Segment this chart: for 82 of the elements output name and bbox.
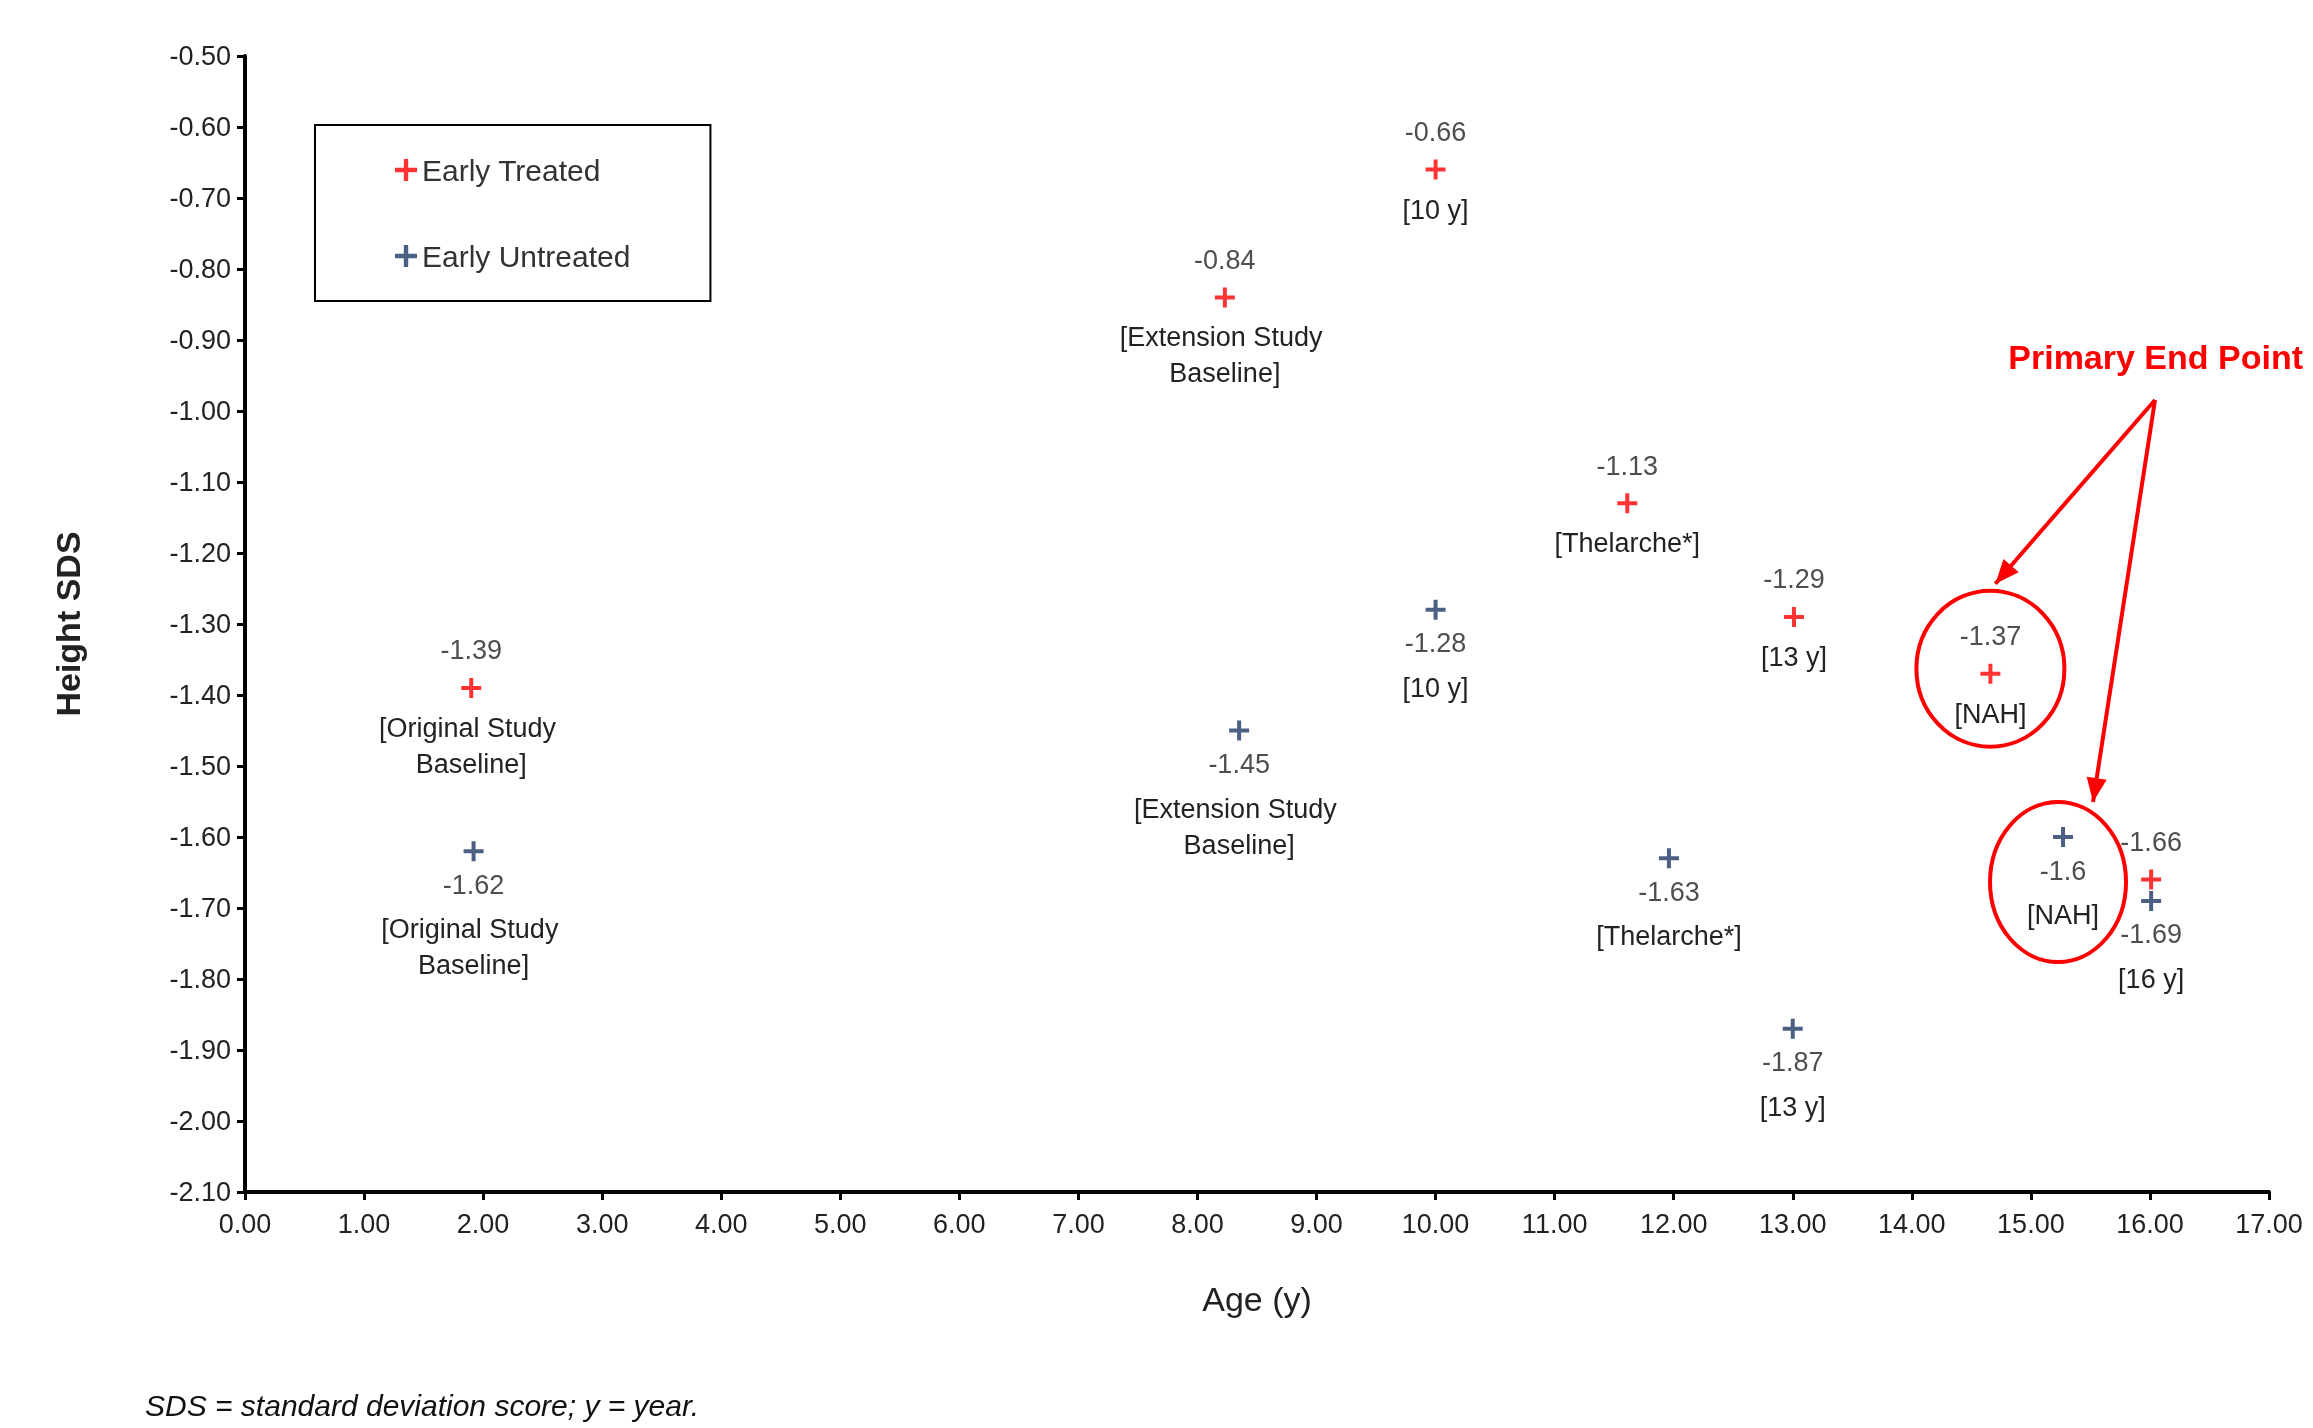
x-tick-label: 2.00 — [456, 1208, 510, 1239]
point — [2053, 827, 2074, 847]
data-label: -1.63 — [1638, 876, 1700, 907]
x-tick-label: 0.00 — [218, 1208, 272, 1239]
point — [1425, 159, 1446, 180]
data-label: -1.69 — [2120, 919, 2182, 950]
y-tick-label: -1.10 — [169, 467, 231, 497]
data-label: -1.39 — [440, 635, 502, 666]
annotation: [Original Study Baseline] — [381, 914, 566, 981]
data-label: -1.28 — [1404, 628, 1467, 659]
x-tick-label: 12.00 — [1639, 1208, 1708, 1239]
y-tick-label: -1.60 — [169, 822, 231, 852]
y-tick-label: -1.40 — [169, 680, 231, 710]
x-tick-label: 17.00 — [2235, 1208, 2303, 1239]
point — [463, 841, 484, 862]
point — [1229, 720, 1250, 741]
y-tick-label: -0.80 — [169, 254, 231, 284]
point — [2141, 869, 2162, 890]
x-tick-label: 14.00 — [1878, 1208, 1946, 1239]
point — [1214, 287, 1235, 308]
x-tick-label: 5.00 — [814, 1208, 867, 1239]
annotation: Primary End Point — [2008, 338, 2304, 376]
data-label: -1.13 — [1596, 450, 1659, 481]
annotation: [Original Study Baseline] — [378, 712, 564, 779]
data-label: -0.66 — [1404, 117, 1467, 148]
y-tick-label: -2.10 — [169, 1177, 231, 1207]
y-tick-label: -1.90 — [169, 1035, 231, 1065]
annotation: [13 y] — [1760, 641, 1827, 672]
point — [1425, 599, 1446, 620]
annotation: [16 y] — [2118, 963, 2185, 994]
point — [1658, 848, 1679, 869]
x-tick-label: 10.00 — [1401, 1208, 1470, 1239]
x-tick-label: 1.00 — [337, 1208, 391, 1239]
x-tick-label: 8.00 — [1171, 1208, 1224, 1239]
x-axis-title: Age (y) — [1202, 1280, 1312, 1318]
x-tick-label: 3.00 — [575, 1208, 629, 1239]
y-tick-label: -1.50 — [169, 751, 231, 781]
y-tick-label: -1.00 — [169, 396, 231, 426]
annotation: [Thelarche*] — [1596, 921, 1742, 952]
data-label: -1.6 — [2039, 855, 2087, 886]
data-label: -1.45 — [1208, 749, 1270, 779]
point — [1980, 663, 2001, 684]
data-label: -1.87 — [1761, 1047, 1824, 1078]
text: SDS = standard deviation score; y = year. — [145, 1388, 700, 1422]
annotation: [Extension Study Baseline] — [1134, 793, 1345, 860]
x-tick-label: 16.00 — [2116, 1208, 2184, 1239]
data-label: -0.84 — [1194, 244, 1256, 275]
annotation: [10 y] — [1402, 672, 1469, 703]
point — [1782, 1018, 1803, 1039]
annotation: [NAH] — [1954, 698, 2027, 729]
y-tick-label: -0.60 — [169, 112, 231, 142]
data-label: -1.29 — [1763, 564, 1825, 595]
point — [1783, 606, 1804, 627]
annotation: [13 y] — [1759, 1091, 1826, 1122]
y-tick-label: -2.00 — [169, 1106, 231, 1136]
annotation: [Thelarche*] — [1554, 528, 1701, 559]
x-tick-label: 13.00 — [1758, 1208, 1827, 1239]
x-tick-label: 6.00 — [933, 1208, 986, 1239]
y-axis-title: Height SDS — [49, 531, 87, 717]
point — [461, 677, 482, 698]
point — [1617, 493, 1638, 514]
legend-label: Early Untreated — [422, 239, 631, 273]
data-label: -1.66 — [2120, 827, 2182, 858]
x-tick-label: 7.00 — [1052, 1208, 1105, 1239]
y-tick-label: -0.50 — [169, 41, 231, 71]
y-tick-label: -0.70 — [169, 183, 231, 213]
y-tick-label: -1.20 — [169, 538, 231, 568]
x-tick-label: 9.00 — [1290, 1208, 1343, 1239]
annotation: [10 y] — [1402, 194, 1469, 225]
data-label: -1.62 — [442, 869, 505, 900]
x-tick-label: 15.00 — [1997, 1208, 2065, 1239]
x-tick-label: 11.00 — [1521, 1208, 1588, 1239]
y-tick-label: -1.70 — [169, 893, 231, 923]
legend-label: Early Treated — [422, 153, 601, 187]
y-tick-label: -0.90 — [169, 325, 231, 355]
annotation: [NAH] — [2027, 900, 2100, 930]
annotation: [Extension Study Baseline] — [1119, 322, 1330, 389]
y-tick-label: -1.80 — [169, 964, 231, 994]
y-tick-label: -1.30 — [169, 609, 231, 639]
point — [2141, 890, 2162, 911]
data-label: -1.37 — [1959, 621, 2022, 652]
x-tick-label: 4.00 — [694, 1208, 748, 1239]
